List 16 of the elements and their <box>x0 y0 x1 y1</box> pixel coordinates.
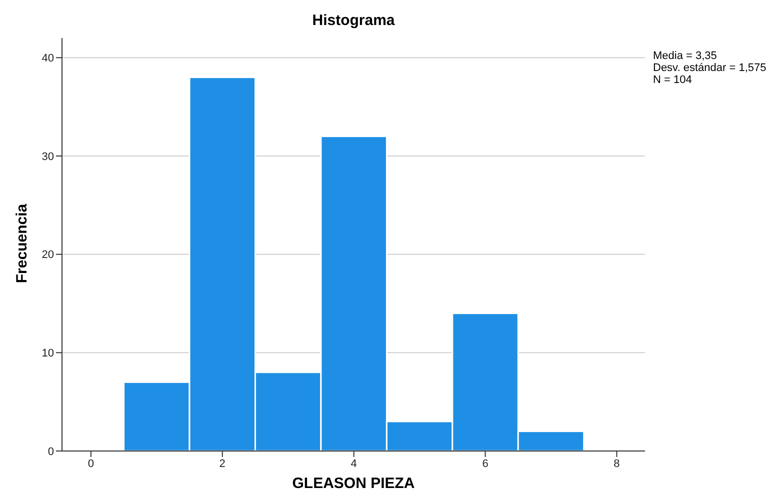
y-tick-label: 10 <box>42 348 54 360</box>
x-tick-label: 8 <box>614 458 620 470</box>
text: Media = 3,35 <box>653 50 718 62</box>
text: Desv. estándar = 1,575 <box>653 62 766 74</box>
y-tick-label: 30 <box>42 150 54 163</box>
x-tick-label: 4 <box>350 458 357 470</box>
y-tick-label: 20 <box>42 249 54 262</box>
text: N = 104 <box>653 74 693 86</box>
chart-title: Histograma <box>311 12 396 29</box>
x-tick-label: 0 <box>88 458 94 470</box>
y-tick-label: 40 <box>42 52 54 65</box>
x-axis-title: GLEASON PIEZA <box>291 475 416 492</box>
x-tick-label: 2 <box>219 458 226 470</box>
y-axis-title: Frecuencia <box>14 202 30 285</box>
x-tick-label: 6 <box>482 458 488 470</box>
y-tick-label: 0 <box>48 446 54 458</box>
